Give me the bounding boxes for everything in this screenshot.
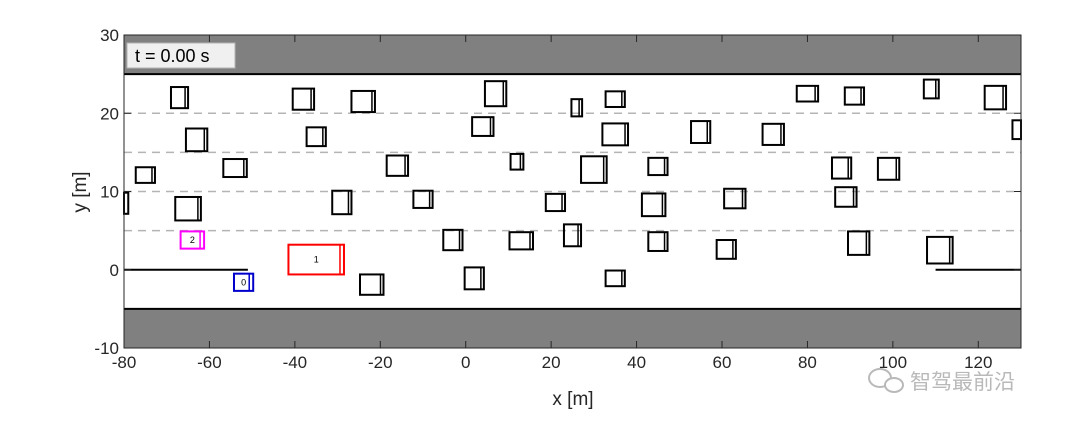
- vehicle-box: [305, 126, 327, 148]
- vehicle-box: [544, 192, 567, 213]
- vehicle-box: [350, 89, 376, 114]
- vehicle-box: [442, 228, 464, 252]
- vehicle-box: [222, 158, 248, 179]
- vehicle-box: [174, 195, 202, 222]
- x-tick-label: 20: [542, 353, 561, 372]
- vehicle-box: [843, 86, 866, 106]
- x-tick-label: 40: [627, 353, 646, 372]
- vehicle-box: [604, 90, 626, 108]
- vehicle-box: [795, 84, 820, 103]
- vehicle-id-label: 1: [314, 255, 319, 265]
- vehicle-box: [922, 78, 940, 100]
- y-axis-label: y [m]: [70, 171, 91, 212]
- vehicle-box: [876, 156, 901, 181]
- vehicle-box: [580, 155, 608, 184]
- wechat-logo-icon: [868, 368, 904, 393]
- time-box: t = 0.00 s: [126, 42, 236, 69]
- vehicle-id-label: 0: [241, 277, 246, 287]
- vehicle-box: [570, 98, 584, 118]
- vehicle-id-label: 2: [190, 235, 195, 245]
- y-tick-label: 10: [100, 183, 119, 202]
- vehicle-box: [562, 223, 583, 248]
- x-tick-label: -80: [112, 353, 137, 372]
- vehicle-box: [463, 266, 485, 291]
- vehicle-box: [830, 156, 853, 180]
- vehicle-box: [385, 154, 410, 177]
- vehicle-box: [983, 84, 1008, 111]
- y-tick-label: 30: [100, 26, 119, 45]
- vehicle-box: [926, 235, 954, 265]
- vehicle-0: 0: [232, 272, 255, 292]
- vehicle-box: [604, 269, 626, 288]
- vehicle-box: [509, 152, 525, 171]
- lane-lines: [124, 73, 1021, 310]
- y-tick-label: 0: [110, 261, 119, 280]
- vehicle-box: [412, 189, 434, 209]
- lower-shoulder: [124, 308, 1021, 348]
- vehicle-box: [690, 120, 712, 144]
- vehicle-box: [169, 86, 190, 110]
- vehicle-1: 1: [287, 243, 345, 276]
- vehicle-box: [471, 116, 495, 137]
- x-tick-label: 60: [713, 353, 732, 372]
- x-tick-label: -20: [368, 353, 393, 372]
- vehicle-box: [647, 231, 669, 252]
- vehicle-box: [640, 192, 667, 218]
- x-tick-label: 0: [461, 353, 470, 372]
- vehicle-box: [647, 156, 669, 177]
- watermark: 智驾最前沿: [868, 368, 1015, 394]
- x-axis-label: x [m]: [552, 389, 593, 410]
- vehicle-box: [508, 231, 534, 251]
- vehicle-box: [847, 230, 871, 256]
- x-tick-label: 80: [798, 353, 817, 372]
- vehicle-box: [834, 186, 858, 208]
- upper-shoulder: [124, 35, 1021, 75]
- vehicle-box: [134, 166, 156, 184]
- x-tick-label: -60: [197, 353, 222, 372]
- vehicle-box: [358, 273, 385, 296]
- ego-vehicles: 1 2 0: [179, 230, 345, 292]
- vehicle-box: [331, 189, 353, 216]
- x-tick-label: 120: [964, 353, 992, 372]
- vehicle-box: [715, 239, 737, 260]
- x-tick-label: 100: [879, 353, 907, 372]
- vehicle-2: 2: [179, 230, 206, 250]
- time-label: t = 0.00 s: [135, 46, 210, 66]
- vehicle-box: [184, 127, 209, 153]
- surrounding-vehicles: [123, 78, 1023, 296]
- vehicle-box: [483, 80, 508, 108]
- time-box-background: [126, 42, 236, 69]
- vehicle-box: [601, 122, 630, 147]
- watermark-text: 智驾最前沿: [910, 370, 1015, 394]
- vehicle-box: [291, 87, 316, 111]
- vehicle-box: [761, 122, 785, 146]
- vehicle-box: [723, 187, 747, 210]
- y-tick-label: -10: [94, 339, 119, 358]
- x-tick-label: -40: [283, 353, 308, 372]
- y-tick-label: 20: [100, 104, 119, 123]
